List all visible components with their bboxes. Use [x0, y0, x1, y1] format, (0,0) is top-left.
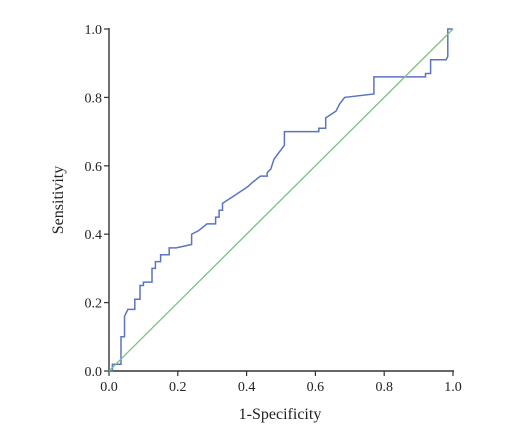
axes — [108, 28, 454, 372]
x-axis-title: 1-Specificity — [239, 406, 322, 423]
x-tick-label: 1.0 — [444, 380, 462, 395]
reference-diagonal — [108, 28, 454, 372]
x-tick-label: 0.8 — [375, 380, 393, 395]
x-tick-label: 0.0 — [100, 380, 118, 395]
y-axis-title: Sensitivity — [50, 166, 67, 234]
series-group — [108, 28, 454, 372]
x-tick-label: 0.4 — [238, 380, 256, 395]
y-tick-label: 0.8 — [85, 91, 103, 106]
x-tick-label: 0.6 — [307, 380, 325, 395]
y-tick-label: 0.6 — [85, 160, 103, 175]
roc-curve — [109, 28, 453, 372]
tick-group: 0.0 0.2 0.4 0.6 0.8 1.0 0.0 0.2 0.4 0.6 0.8 1.0 — [85, 23, 462, 395]
y-tick-label: 0.0 — [85, 365, 103, 380]
y-tick-label: 1.0 — [85, 23, 103, 38]
y-tick-label: 0.2 — [85, 297, 103, 312]
x-tick-label: 0.2 — [169, 380, 187, 395]
y-tick-label: 0.4 — [85, 228, 103, 243]
